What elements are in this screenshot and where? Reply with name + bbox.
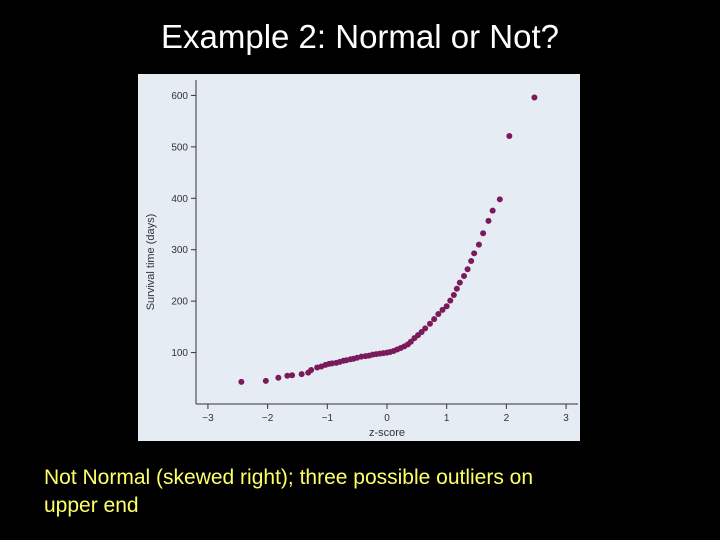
data-point — [447, 297, 454, 304]
data-point — [460, 272, 467, 279]
y-tick-label: 200 — [171, 297, 188, 308]
data-point — [298, 371, 305, 378]
tick-labels: 100 200 300 400 500 600 −3 −2 −1 0 1 2 3 — [171, 91, 569, 424]
data-point — [496, 196, 503, 203]
data-point — [443, 303, 450, 310]
data-point — [275, 374, 282, 381]
caption-line-1: Not Normal (skewed right); three possibl… — [44, 466, 534, 489]
slide-title: Example 2: Normal or Not? — [161, 18, 559, 55]
x-axis-label: z-score — [369, 427, 405, 439]
caption: Not Normal (skewed right); three possibl… — [44, 464, 684, 520]
data-point — [471, 250, 478, 257]
data-point — [435, 311, 442, 317]
x-tick-label: 3 — [563, 413, 569, 424]
data-point — [464, 266, 471, 273]
x-tick-label: 0 — [384, 413, 390, 424]
data-point — [284, 372, 291, 379]
data-point — [489, 207, 496, 214]
data-points — [238, 94, 538, 385]
y-tick-label: 100 — [171, 348, 188, 359]
data-point — [485, 217, 492, 224]
data-point — [431, 316, 438, 323]
data-point — [308, 367, 315, 374]
data-point — [453, 285, 460, 292]
data-point — [450, 291, 457, 298]
x-tick-label: −1 — [322, 413, 334, 424]
x-tick-label: −3 — [202, 413, 214, 424]
chart-panel: 100 200 300 400 500 600 −3 −2 −1 0 1 2 3 z-score Sur… — [138, 74, 580, 441]
data-point — [426, 320, 433, 327]
caption-line-2: upper end — [44, 494, 139, 517]
y-tick-label: 300 — [171, 245, 188, 256]
x-tick-label: −2 — [262, 413, 274, 424]
y-tick-label: 500 — [171, 142, 188, 153]
data-point — [238, 378, 245, 385]
y-tick-label: 400 — [171, 194, 188, 205]
data-point — [422, 325, 429, 332]
data-point — [456, 279, 463, 286]
data-point — [506, 133, 513, 140]
x-tick-label: 2 — [504, 413, 510, 424]
data-point — [262, 377, 269, 384]
data-point — [480, 230, 487, 237]
x-tick-label: 1 — [444, 413, 450, 424]
y-tick-label: 600 — [171, 91, 188, 102]
data-point — [439, 306, 446, 313]
data-point — [475, 241, 482, 248]
data-point — [531, 94, 538, 101]
normal-probability-plot: 100 200 300 400 500 600 −3 −2 −1 0 1 2 3 z-score Sur… — [145, 80, 578, 439]
data-point — [468, 258, 475, 265]
data-point — [289, 372, 296, 379]
y-axis-label: Survival time (days) — [145, 214, 157, 311]
tick-marks — [191, 94, 567, 409]
